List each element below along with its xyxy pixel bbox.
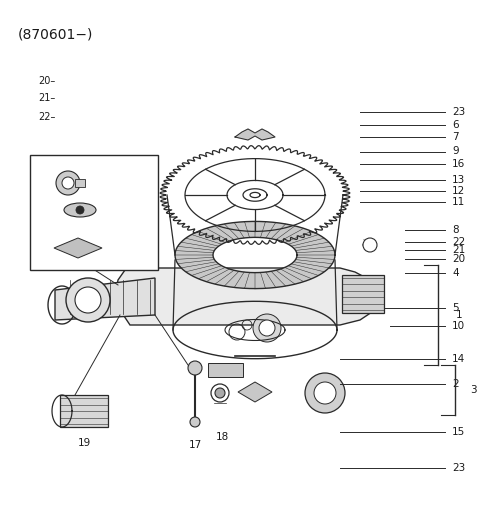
Bar	[208, 363, 243, 377]
Bar	[30, 155, 158, 270]
Bar	[60, 395, 108, 427]
Text: 12: 12	[452, 186, 465, 196]
Text: 23: 23	[452, 107, 465, 117]
Text: 15: 15	[452, 427, 465, 437]
Text: 13: 13	[452, 175, 465, 185]
Text: 16: 16	[452, 159, 465, 169]
Text: 3: 3	[470, 385, 477, 395]
Text: 6: 6	[452, 120, 458, 130]
Text: 4: 4	[452, 268, 458, 278]
Polygon shape	[115, 268, 380, 325]
Circle shape	[66, 278, 110, 322]
Text: 22–: 22–	[38, 112, 55, 122]
Text: 21: 21	[452, 245, 465, 256]
Text: 10: 10	[452, 321, 465, 331]
Bar	[342, 275, 384, 313]
Text: 11: 11	[452, 197, 465, 207]
Text: 22: 22	[452, 237, 465, 247]
Polygon shape	[175, 221, 335, 288]
Text: 18: 18	[216, 432, 228, 442]
Circle shape	[215, 388, 225, 398]
Text: (870601−): (870601−)	[18, 28, 94, 42]
Circle shape	[211, 384, 229, 402]
Circle shape	[305, 373, 345, 413]
Text: 21–: 21–	[38, 93, 55, 104]
Text: 20: 20	[452, 254, 465, 264]
Circle shape	[62, 177, 74, 189]
Text: 9: 9	[452, 146, 458, 157]
Circle shape	[75, 287, 101, 313]
Bar	[75, 179, 85, 187]
Text: 20–: 20–	[38, 76, 55, 86]
Circle shape	[314, 382, 336, 404]
Polygon shape	[235, 129, 275, 140]
Text: 23: 23	[452, 463, 465, 473]
Text: 8: 8	[452, 225, 458, 235]
Text: 7: 7	[452, 132, 458, 142]
Circle shape	[188, 361, 202, 375]
Ellipse shape	[64, 203, 96, 217]
Text: 23: 23	[65, 262, 78, 272]
Text: 2: 2	[452, 379, 458, 389]
Circle shape	[363, 238, 377, 252]
Circle shape	[76, 206, 84, 214]
Text: 14: 14	[452, 354, 465, 364]
Text: 19: 19	[77, 438, 91, 448]
Polygon shape	[55, 278, 155, 320]
Circle shape	[190, 417, 200, 427]
Circle shape	[259, 320, 275, 336]
Polygon shape	[54, 238, 102, 258]
Text: 1: 1	[456, 310, 463, 320]
Circle shape	[253, 314, 281, 342]
Polygon shape	[238, 382, 272, 402]
Circle shape	[56, 171, 80, 195]
Text: 17: 17	[188, 440, 202, 450]
Text: 5: 5	[452, 303, 458, 313]
